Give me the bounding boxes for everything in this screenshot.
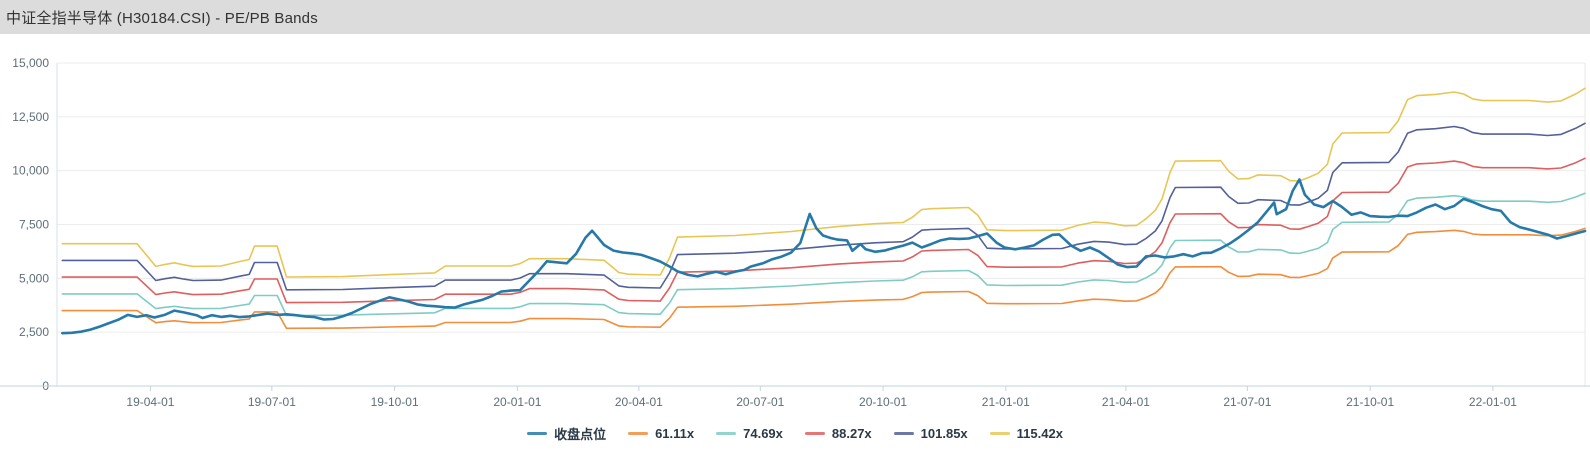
legend-label: 115.42x [1016, 425, 1063, 441]
title-bar: 中证全指半导体 (H30184.CSI) - PE/PB Bands [0, 0, 1590, 34]
legend-item-101.85x[interactable]: 101.85x [893, 425, 968, 441]
x-axis-label: 20-10-01 [859, 395, 907, 409]
y-axis-label: 5,000 [19, 271, 49, 285]
legend-swatch-icon [527, 431, 548, 435]
legend-swatch-icon [893, 431, 914, 435]
legend-item-61.11x[interactable]: 61.11x [628, 426, 694, 441]
legend-label: 101.85x [920, 425, 968, 441]
legend-item-74.69x[interactable]: 74.69x [716, 426, 783, 441]
x-axis-label: 21-01-01 [982, 395, 1030, 409]
legend-swatch-icon [804, 431, 825, 435]
y-axis-label: 15,000 [12, 56, 49, 70]
pe-band-line-74.69x [61, 192, 1586, 317]
x-axis-label: 19-07-01 [248, 395, 296, 409]
x-axis-label: 21-07-01 [1223, 395, 1271, 409]
legend-label: 61.11x [655, 425, 695, 441]
pe-band-line-115.42x [61, 87, 1586, 278]
y-axis-label: 7,500 [19, 218, 49, 232]
page-title: 中证全指半导体 (H30184.CSI) - PE/PB Bands [6, 9, 318, 27]
x-axis-label: 19-10-01 [371, 395, 419, 409]
x-axis-label: 21-10-01 [1346, 395, 1394, 409]
legend-label: 收盘点位 [554, 426, 607, 442]
pe-band-line-88.27x [61, 157, 1586, 304]
y-axis-label: 10,000 [12, 164, 49, 178]
x-axis-label: 20-04-01 [615, 395, 663, 409]
x-axis-label: 19-04-01 [126, 395, 174, 409]
legend-swatch-icon [628, 431, 649, 435]
legend-swatch-icon [716, 431, 737, 435]
pe-band-line-61.11x [61, 227, 1586, 330]
x-axis-label: 21-04-01 [1102, 395, 1150, 409]
legend-label: 88.27x [831, 425, 872, 441]
x-axis-label: 20-01-01 [493, 395, 541, 409]
y-axis-label: 12,500 [12, 110, 49, 124]
legend: 收盘点位 61.11x 74.69x 88.27x 101.85x 115.42x [0, 421, 1590, 445]
legend-item-88.27x[interactable]: 88.27x [804, 425, 872, 441]
close-price-line [60, 178, 1587, 335]
legend-swatch-icon [989, 431, 1010, 435]
legend-item-close[interactable]: 收盘点位 [527, 424, 606, 443]
legend-label: 74.69x [743, 425, 783, 441]
legend-item-115.42x[interactable]: 115.42x [989, 425, 1063, 441]
x-axis-label: 20-07-01 [736, 395, 784, 409]
pe-band-chart-canvas[interactable]: 02,5005,0007,50010,00012,50015,00019-04-… [0, 34, 1590, 421]
y-axis-label: 2,500 [19, 325, 49, 339]
x-axis-label: 22-01-01 [1469, 395, 1517, 409]
